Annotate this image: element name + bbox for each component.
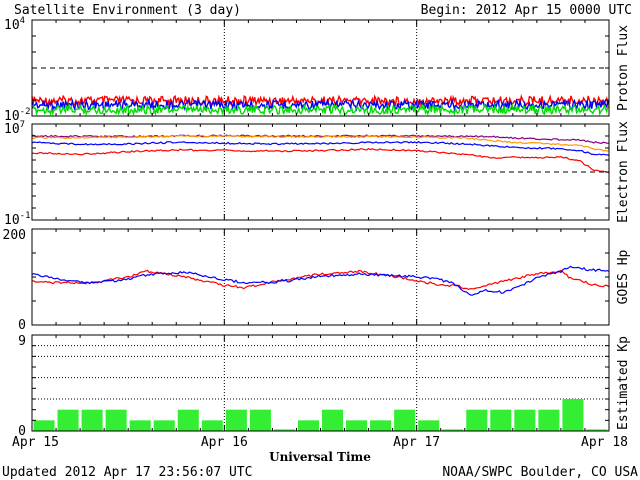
chart-title: Satellite Environment (3 day): [14, 3, 241, 18]
x-tick-label: Apr 18: [581, 435, 628, 450]
kp-bar: [370, 420, 392, 431]
kp-bar: [346, 420, 368, 431]
y-axis-label: GOES Hp: [616, 249, 631, 304]
kp-bar: [322, 409, 344, 431]
y-tick-label: 0: [18, 318, 26, 333]
kp-bar: [394, 409, 416, 431]
x-tick-label: Apr 17: [393, 435, 440, 450]
kp-bar: [225, 409, 247, 431]
y-tick-label: 200: [3, 228, 26, 243]
updated-timestamp: Updated 2012 Apr 17 23:56:07 UTC: [2, 465, 252, 480]
kp-bar: [201, 420, 223, 431]
x-axis-label: Universal Time: [269, 450, 371, 464]
kp-bar: [273, 429, 295, 431]
panel-kp: 9 0 Estimated Kp: [18, 334, 631, 439]
kp-bar: [490, 409, 512, 431]
y-axis-label: Estimated Kp: [616, 336, 631, 430]
panel-electron: 107 10-1 Electron Flux: [4, 120, 631, 228]
kp-bar: [297, 420, 319, 431]
kp-bar: [586, 429, 608, 431]
x-tick-label: Apr 16: [201, 435, 248, 450]
y-tick-label: 104: [4, 16, 25, 33]
kp-bar: [442, 429, 464, 431]
kp-bar: [538, 409, 560, 431]
y-axis-label: Proton Flux: [616, 25, 631, 111]
kp-bar: [514, 409, 536, 431]
y-axis-label: Electron Flux: [616, 121, 631, 223]
kp-bar: [105, 409, 127, 431]
series-line-2: [31, 265, 610, 296]
series-line-1: [31, 269, 610, 291]
series-line-3: [31, 102, 610, 117]
kp-bar: [249, 409, 271, 431]
y-tick-label: 107: [4, 120, 25, 137]
kp-bar: [57, 409, 79, 431]
kp-bar: [81, 409, 103, 431]
series-line-2: [31, 134, 610, 152]
y-tick-label: 10-1: [4, 211, 31, 228]
kp-bar: [129, 420, 151, 431]
credit-label: NOAA/SWPC Boulder, CO USA: [442, 465, 638, 480]
y-tick-label: 9: [18, 334, 26, 349]
y-tick-label: 10-2: [4, 107, 31, 124]
kp-bar: [33, 420, 55, 431]
series-line-4: [31, 147, 610, 174]
panel-goes_hp: 200 0 GOES Hp: [3, 228, 631, 333]
kp-bar: [153, 420, 175, 431]
y-tick-label: 0: [18, 424, 26, 439]
x-tick-label: Apr 15: [12, 435, 59, 450]
panel-proton: 104 10-2 Proton Flux: [4, 16, 631, 124]
kp-bar: [562, 399, 584, 431]
kp-bar: [418, 420, 440, 431]
kp-bar: [177, 409, 199, 431]
series-line-3: [31, 140, 610, 156]
begin-time-label: Begin: 2012 Apr 15 0000 UTC: [421, 3, 632, 18]
kp-bar: [466, 409, 488, 431]
